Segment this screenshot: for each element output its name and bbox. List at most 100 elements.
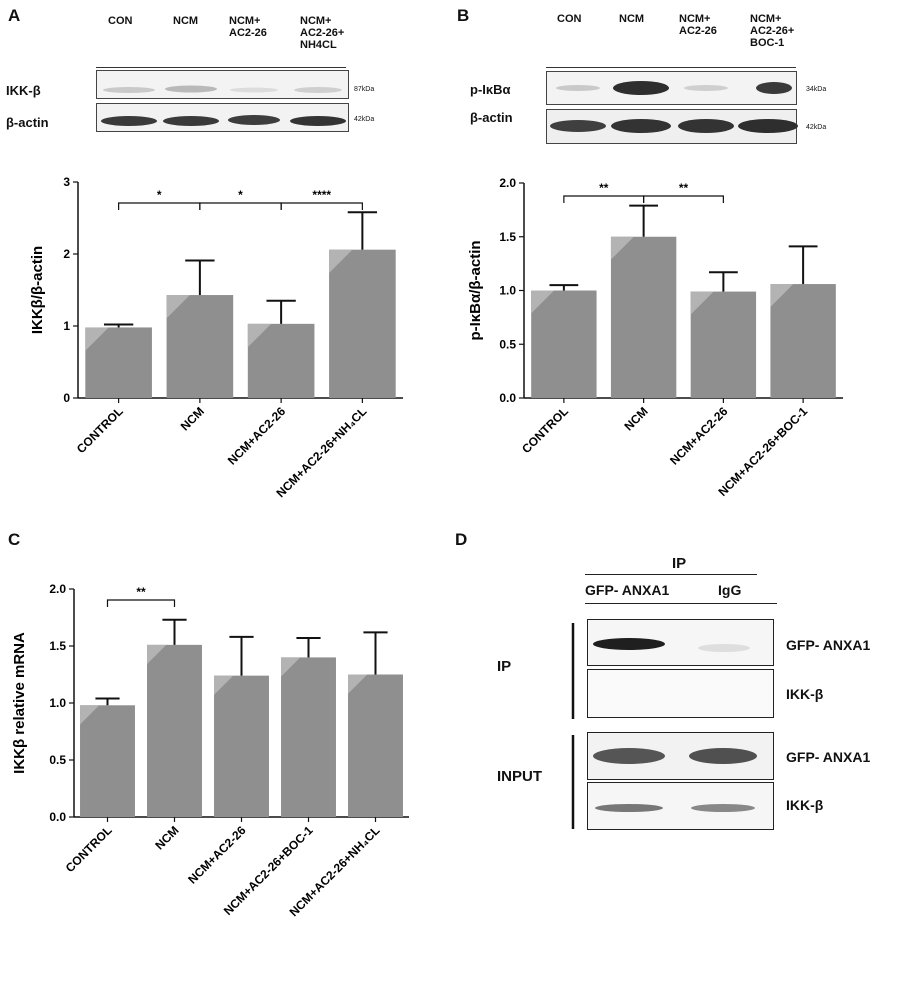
- chartC-bar: [80, 705, 135, 817]
- blot-a-image: [96, 70, 349, 132]
- blot-a-kda-actin: 42kDa: [354, 116, 375, 123]
- chartB-significance-bracket: [643, 195, 724, 203]
- coip-band: [593, 748, 665, 764]
- blot-a-top-rule: [96, 67, 346, 68]
- chartA-y-tick-label: 2: [63, 247, 70, 261]
- chartB-bar-highlight: [531, 290, 555, 314]
- chartC-bar: [147, 644, 202, 817]
- chartB-bar: [610, 236, 677, 398]
- chartB-x-tick-label: NCM+AC2-26: [667, 404, 731, 468]
- chartA-significance-label: *: [157, 188, 162, 202]
- chartA-significance-label: ****: [312, 188, 331, 202]
- chartA-x-tick-label: NCM+AC2-26+NH₄CL: [274, 404, 370, 500]
- blot-b-kda-pikba: 34kDa: [806, 86, 827, 93]
- chartC-x-tick-label: CONTROL: [63, 823, 115, 875]
- chartC-bar: [214, 675, 269, 817]
- lane-header-a-2: NCM+ AC2-26: [229, 15, 267, 39]
- chartA-y-tick-label: 3: [63, 175, 70, 189]
- lane-header-a-0: CON: [108, 15, 133, 27]
- chartC-bar-highlight: [281, 657, 301, 677]
- chartB-significance-bracket: [563, 195, 645, 203]
- lane-header-b-3: NCM+ AC2-26+ BOC-1: [750, 13, 795, 49]
- chartB-bar-highlight: [690, 291, 714, 315]
- chartC-significance-label: **: [136, 585, 146, 599]
- coip-group-input: INPUT: [497, 768, 542, 785]
- chartB-y-tick-label: 0.0: [499, 391, 516, 405]
- chartA-bar-highlight: [329, 249, 353, 273]
- chartA-significance-bracket: [118, 202, 201, 210]
- blot-b-band: [613, 81, 669, 95]
- chartB-significance-label: **: [679, 181, 689, 195]
- coip-column-igg: IgG: [718, 582, 742, 598]
- chartC-y-tick-label: 2.0: [49, 582, 66, 596]
- coip-row-ip-ikkb: IKK-β: [786, 686, 824, 702]
- blot-b-band: [738, 119, 798, 133]
- chartC-bar-highlight: [348, 674, 368, 694]
- chartB-y-tick-label: 1.5: [499, 230, 516, 244]
- blot-a-band-label-ikkb: IKK-β: [6, 83, 41, 98]
- lane-header-a-1: NCM: [173, 15, 199, 27]
- coip-row-input-gfp-anxa1: GFP- ANXA1: [786, 749, 871, 765]
- panel-letter-a: A: [8, 6, 21, 25]
- coip-band: [593, 638, 665, 650]
- panel-letter-b: B: [457, 6, 470, 25]
- chartA-y-axis-label: IKKβ/β-actin: [29, 246, 46, 334]
- chartA-y-tick-label: 1: [63, 319, 70, 333]
- chartA-x-tick-label: NCM+AC2-26: [225, 404, 289, 468]
- chartB-x-tick-label: CONTROL: [519, 404, 571, 456]
- chartA-significance-bracket: [199, 202, 282, 210]
- chartB-y-axis-label: p-IκBα/β-actin: [467, 240, 484, 340]
- chartC-bar: [281, 657, 336, 817]
- coip-band: [698, 644, 750, 652]
- chartB-significance-label: **: [599, 181, 609, 195]
- blot-b-band-label-actin: β-actin: [470, 110, 513, 125]
- chartB-y-tick-label: 2.0: [499, 176, 516, 190]
- chartB-bar-highlight: [770, 284, 794, 307]
- lane-header-a-3: NCM+ AC2-26+ NH4CL: [300, 15, 345, 51]
- coip-band: [595, 804, 663, 812]
- blot-b-image: [546, 71, 798, 144]
- coip-membrane: [587, 669, 774, 718]
- coip-group-ip: IP: [497, 658, 512, 675]
- coip-band: [691, 804, 755, 812]
- chartC-x-tick-label: NCM: [152, 823, 181, 852]
- coip-column-gfp-anxa1: GFP- ANXA1: [585, 582, 670, 598]
- chartB-bar-highlight: [610, 236, 634, 260]
- chartA-bar: [247, 323, 315, 398]
- blot-a-band: [165, 85, 217, 93]
- panel-letter-c: C: [8, 530, 21, 549]
- chartA-bar-highlight: [247, 323, 272, 348]
- lane-header-b-1: NCM: [619, 13, 645, 25]
- blot-a-band-label-actin: β-actin: [6, 115, 49, 130]
- chartB-bar: [690, 291, 757, 398]
- coip-row-input-ikkb: IKK-β: [786, 797, 824, 813]
- blot-a-band: [163, 116, 219, 126]
- blot-b-band: [611, 119, 671, 133]
- coip-band: [689, 748, 757, 764]
- chartC-y-tick-label: 0.0: [49, 810, 66, 824]
- blot-a-band: [294, 87, 342, 93]
- chartC-bar: [348, 674, 403, 817]
- blot-b-band: [556, 85, 600, 91]
- chartB-y-tick-label: 1.0: [499, 284, 516, 298]
- blot-a-band: [230, 87, 278, 93]
- blot-a-band: [101, 116, 157, 126]
- coip-ip-header: IP: [672, 555, 687, 572]
- coip-column-rule: [585, 603, 777, 604]
- blot-b-band: [684, 85, 728, 91]
- chartC-x-tick-label: NCM+AC2-26: [185, 823, 249, 887]
- blot-b-kda-actin: 42kDa: [806, 124, 827, 131]
- blot-b-band: [550, 120, 606, 132]
- blot-b-band: [678, 119, 734, 133]
- blot-a-band: [103, 87, 155, 93]
- chartA-x-tick-label: CONTROL: [74, 404, 126, 456]
- chartC-y-tick-label: 1.0: [49, 696, 66, 710]
- coip-row-ip-gfp-anxa1: GFP- ANXA1: [786, 637, 871, 653]
- chartB-bar: [770, 284, 836, 398]
- chartC-bar-highlight: [214, 675, 234, 695]
- chartB-bar: [531, 290, 597, 398]
- chartA-y-tick-label: 0: [63, 391, 70, 405]
- chart-b-pikba-ratio: 0.0 0.5 1.0 1.5 2.0 CONTROL NCM NCM+AC2-26NCM+A…: [467, 176, 843, 499]
- chartC-significance-bracket: [106, 599, 176, 607]
